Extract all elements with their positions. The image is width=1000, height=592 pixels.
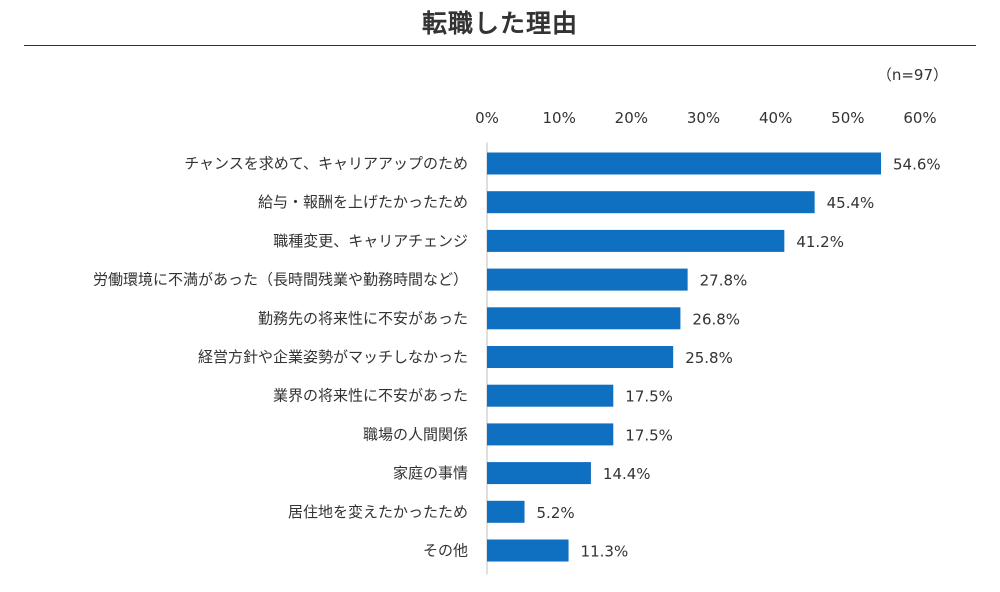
bar (487, 152, 882, 175)
x-tick-label: 0% (475, 109, 499, 127)
value-label: 26.8% (692, 310, 740, 328)
bar (487, 307, 681, 330)
category-label: 労働環境に不満があった（長時間残業や勤務時間など） (93, 271, 468, 289)
value-label: 17.5% (625, 388, 673, 406)
value-label: 41.2% (796, 233, 844, 251)
value-label: 25.8% (685, 349, 733, 367)
chart-title: 転職した理由 (421, 9, 578, 38)
x-tick-label: 10% (542, 109, 575, 127)
bar (487, 423, 614, 446)
bar (487, 229, 785, 252)
value-label: 45.4% (827, 194, 875, 212)
sample-size-note: （n=97） (877, 66, 948, 84)
value-label: 5.2% (537, 504, 575, 522)
bar (487, 384, 614, 407)
category-label: 経営方針や企業姿勢がマッチしなかった (198, 348, 468, 366)
bar (487, 500, 525, 523)
category-labels: チャンスを求めて、キャリアアップのため給与・報酬を上げたかったため職種変更、キャ… (93, 155, 468, 560)
value-label: 27.8% (700, 272, 748, 290)
category-label: 家庭の事情 (393, 464, 468, 482)
value-label: 54.6% (893, 156, 941, 174)
bar (487, 539, 569, 562)
category-label: 勤務先の将来性に不安があった (258, 309, 468, 327)
value-label: 17.5% (625, 426, 673, 444)
bar (487, 268, 688, 291)
x-tick-label: 50% (831, 109, 864, 127)
bars (487, 152, 882, 562)
bar (487, 191, 815, 214)
category-label: チャンスを求めて、キャリアアップのため (184, 155, 468, 173)
value-labels: 54.6% 45.4% 41.2% 27.8% 26.8% 25.8% 17.5% 17.5%… (537, 156, 941, 561)
category-label: 居住地を変えたかったため (288, 503, 468, 521)
title-divider (24, 45, 976, 46)
category-label: 職種変更、キャリアチェンジ (273, 232, 468, 250)
x-tick-label: 40% (759, 109, 792, 127)
x-tick-label: 20% (615, 109, 648, 127)
category-label: その他 (423, 542, 468, 560)
bar (487, 346, 674, 368)
value-label: 14.4% (603, 465, 651, 483)
category-label: 職場の人間関係 (363, 425, 468, 443)
value-label: 11.3% (581, 543, 629, 561)
x-tick-label: 60% (903, 109, 936, 127)
x-axis-ticks: 0% 10% 20% 30% 40% 50% 60% (475, 109, 937, 127)
category-label: 業界の将来性に不安があった (273, 387, 468, 405)
x-tick-label: 30% (687, 109, 720, 127)
bar (487, 462, 591, 485)
category-label: 給与・報酬を上げたかったため (258, 193, 468, 211)
